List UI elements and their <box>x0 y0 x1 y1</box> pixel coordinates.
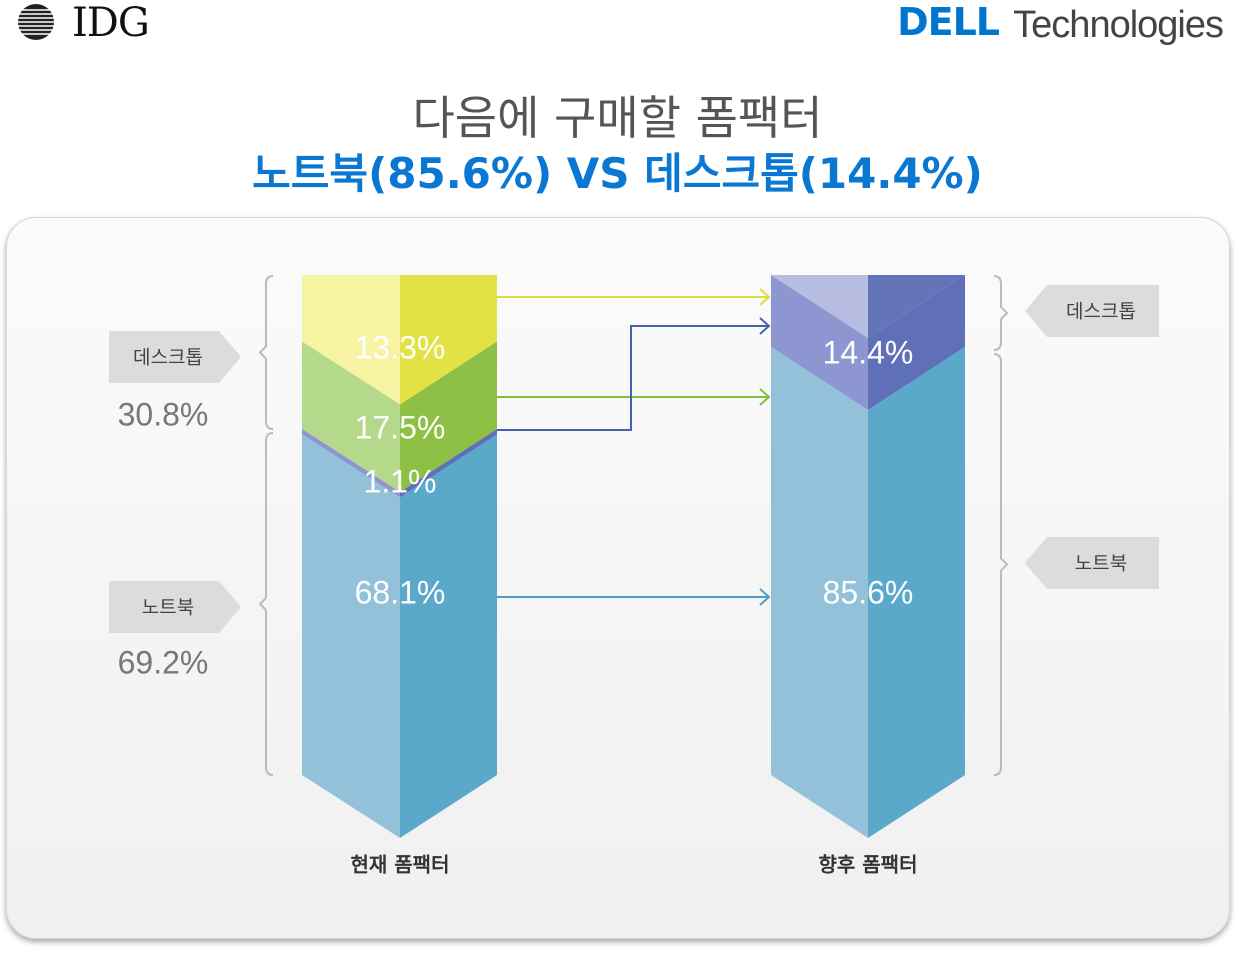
current-bar-cap-left <box>302 275 400 338</box>
flow-arrow-desktop-13-head <box>759 288 771 306</box>
idg-logo: IDG <box>6 0 176 46</box>
future-segment-0-right-face <box>868 275 965 410</box>
current-segment-0-right-face <box>400 275 497 405</box>
category-label: 현재 폼팩터 <box>351 853 450 877</box>
current-segment-label: 1.1% <box>364 463 437 499</box>
tag-current-desktop-label: 데스크톱 <box>133 347 203 369</box>
future-segment-label: 14.4% <box>823 334 914 370</box>
current-desktop-total: 30.8% <box>118 396 209 432</box>
current-segment-label: 17.5% <box>355 409 446 445</box>
idg-logo-text: IDG <box>72 0 150 46</box>
current-segment-label: 13.3% <box>355 329 446 365</box>
tag-current-desktop-shape <box>109 331 241 383</box>
current-segment-1-right-face <box>400 341 497 492</box>
tag-future-notebook-label: 노트북 <box>1075 553 1127 575</box>
future-segment-label: 85.6% <box>823 574 914 610</box>
chart-subtitle: 노트북(85.6%) VS 데스크톱(14.4%) <box>252 149 983 198</box>
current-segment-2-left-face <box>302 429 400 498</box>
current-segment-2-right-face <box>400 429 497 498</box>
tag-current-notebook-shape <box>109 581 241 633</box>
bracket-future-notebook <box>993 353 1009 776</box>
current-segment-0-left-face <box>302 275 400 405</box>
current-segment-3-left-face <box>302 434 400 838</box>
current-notebook-total: 69.2% <box>118 644 209 680</box>
flow-arrow-desktop-17-head <box>759 388 771 406</box>
dell-logo-text: Technologies <box>1013 4 1224 46</box>
chart-title: 다음에 구매할 폼팩터 <box>412 91 823 145</box>
current-segment-1-left-face <box>302 341 400 492</box>
future-segment-0-left-face <box>771 275 868 410</box>
tag-future-desktop-shape <box>1025 285 1159 337</box>
future-segment-1-right-face <box>868 347 965 838</box>
bracket-current-notebook <box>258 432 274 776</box>
tag-future-notebook-shape <box>1025 537 1159 589</box>
tag-current-notebook-label: 노트북 <box>142 597 194 619</box>
flow-arrow-notebook-1-head <box>759 317 771 335</box>
current-segment-3-right-face <box>400 434 497 838</box>
future-bar-top-shade <box>868 275 965 338</box>
flow-arrow-notebook-1 <box>497 325 769 431</box>
category-label: 향후 폼팩터 <box>819 853 918 877</box>
idg-globe-icon <box>14 4 60 40</box>
bracket-current-desktop <box>258 275 274 430</box>
bracket-future-desktop <box>993 275 1009 351</box>
future-segment-1-left-face <box>771 347 868 838</box>
tag-future-desktop-label: 데스크톱 <box>1066 301 1136 323</box>
dell-logo-mark: DELL <box>897 0 1000 44</box>
current-bar-cap-right <box>400 275 497 338</box>
flow-arrow-notebook-68-head <box>759 588 771 606</box>
current-segment-label: 68.1% <box>355 574 446 610</box>
